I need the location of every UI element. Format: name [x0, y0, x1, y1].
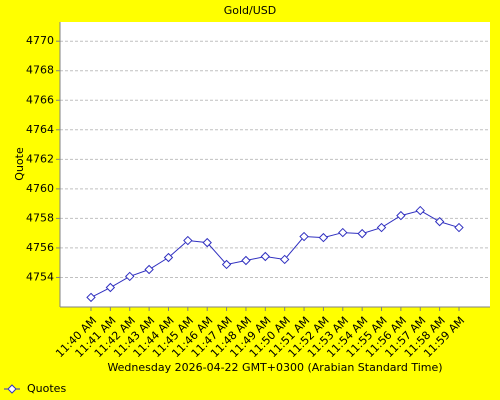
- data-point: [260, 251, 271, 262]
- y-tick-label: 4764: [26, 123, 54, 136]
- y-tick-label: 4756: [26, 241, 54, 254]
- data-point: [144, 264, 154, 275]
- data-point: [183, 235, 193, 246]
- legend-marker: [7, 384, 17, 394]
- data-point: [318, 232, 329, 243]
- y-tick-label: 4770: [26, 34, 54, 47]
- legend-label: Quotes: [27, 382, 66, 395]
- chart-title: Gold/USD: [224, 4, 277, 17]
- y-tick-label: 4762: [26, 152, 54, 165]
- y-tick-label: 4768: [26, 64, 54, 77]
- series-line: [90, 210, 460, 298]
- data-point: [202, 237, 212, 248]
- data-point: [221, 259, 232, 270]
- data-point: [357, 228, 367, 239]
- data-point: [415, 205, 425, 216]
- data-point: [163, 252, 174, 263]
- y-tick-label: 4758: [26, 211, 54, 224]
- data-point: [105, 282, 116, 293]
- data-point: [279, 254, 290, 265]
- y-axis-label: Quote: [13, 147, 26, 181]
- data-point: [396, 210, 406, 221]
- data-point: [338, 227, 348, 238]
- y-tick-label: 4766: [26, 93, 54, 106]
- data-point: [434, 216, 445, 227]
- data-point: [86, 292, 96, 303]
- x-axis-label: Wednesday 2026-04-22 GMT+0300 (Arabian S…: [107, 361, 442, 374]
- data-point: [241, 255, 251, 266]
- y-tick-label: 4760: [26, 182, 54, 195]
- data-point: [125, 271, 135, 282]
- data-point: [299, 231, 309, 242]
- plot-area: [60, 22, 490, 307]
- y-tick-label: 4754: [26, 270, 54, 283]
- data-point: [454, 222, 464, 233]
- data-point: [376, 222, 387, 233]
